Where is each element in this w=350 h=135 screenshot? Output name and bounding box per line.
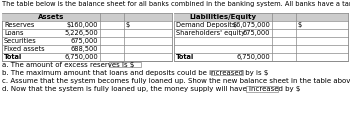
Text: Fixed assets: Fixed assets [4,46,45,52]
Text: Total: Total [176,54,194,60]
Text: Assets: Assets [38,14,64,20]
Text: Demand Deposits: Demand Deposits [176,22,235,28]
Bar [174,13,348,61]
Text: Total: Total [4,54,22,60]
Text: 6,750,000: 6,750,000 [64,54,98,60]
Text: Securities: Securities [4,38,37,44]
Text: 675,000: 675,000 [243,30,270,36]
Text: Loans: Loans [4,30,23,36]
Text: 675,000: 675,000 [70,38,98,44]
Bar [174,13,348,21]
Text: $: $ [297,22,301,28]
Text: $6,075,000: $6,075,000 [232,22,270,28]
Text: Shareholders' equity: Shareholders' equity [176,30,245,36]
Text: c. Assume that the system becomes fully loaned up. Show the new balance sheet in: c. Assume that the system becomes fully … [2,78,350,84]
Text: 6,750,000: 6,750,000 [236,54,270,60]
Text: d. Now that the system is fully loaned up, the money supply will have increased : d. Now that the system is fully loaned u… [2,86,300,92]
Text: $160,000: $160,000 [66,22,98,28]
Text: $: $ [125,22,129,28]
Text: Reserves: Reserves [4,22,34,28]
Text: a. The amount of excess reserves is $: a. The amount of excess reserves is $ [2,62,134,68]
Bar [246,86,278,92]
Text: b. The maximum amount that loans and deposits could be increased by is $: b. The maximum amount that loans and dep… [2,70,268,76]
Text: 688,500: 688,500 [70,46,98,52]
Text: Liabilities/Equity: Liabilities/Equity [189,14,257,20]
Bar [211,70,243,75]
Bar [2,13,172,61]
Bar [2,13,172,21]
Bar [109,62,141,67]
Text: The table below is the balance sheet for all banks combined in the banking syste: The table below is the balance sheet for… [2,1,350,7]
Text: 5,226,500: 5,226,500 [64,30,98,36]
